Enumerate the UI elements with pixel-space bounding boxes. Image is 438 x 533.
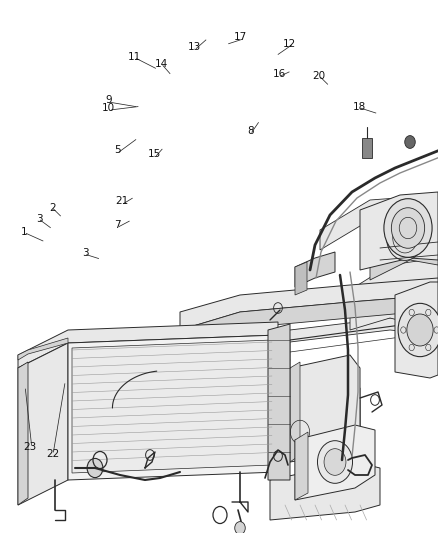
- Text: 5: 5: [114, 146, 121, 155]
- Circle shape: [407, 314, 433, 346]
- Polygon shape: [180, 278, 438, 330]
- Text: 14: 14: [155, 59, 168, 69]
- Text: 3: 3: [82, 248, 89, 258]
- Polygon shape: [395, 282, 438, 378]
- Polygon shape: [148, 373, 158, 455]
- Polygon shape: [295, 252, 335, 287]
- Text: 12: 12: [283, 39, 296, 49]
- Text: 2: 2: [49, 203, 56, 213]
- Text: 17: 17: [233, 33, 247, 42]
- Polygon shape: [295, 262, 307, 295]
- Text: 15: 15: [148, 149, 161, 158]
- Polygon shape: [360, 192, 438, 270]
- Circle shape: [405, 135, 415, 148]
- Circle shape: [384, 199, 432, 257]
- Circle shape: [398, 303, 438, 357]
- Text: 3: 3: [36, 214, 43, 223]
- Circle shape: [318, 441, 353, 483]
- Text: 13: 13: [188, 42, 201, 52]
- Text: 23: 23: [23, 442, 36, 451]
- Polygon shape: [295, 432, 308, 500]
- Polygon shape: [290, 362, 300, 462]
- Circle shape: [387, 216, 424, 261]
- Polygon shape: [18, 362, 28, 505]
- Polygon shape: [148, 318, 438, 393]
- Polygon shape: [370, 215, 438, 280]
- Polygon shape: [320, 195, 438, 250]
- Polygon shape: [18, 322, 278, 368]
- Text: 20: 20: [312, 71, 325, 80]
- Circle shape: [324, 449, 346, 475]
- Text: 11: 11: [128, 52, 141, 62]
- Polygon shape: [18, 343, 68, 505]
- Polygon shape: [290, 355, 360, 462]
- Polygon shape: [255, 400, 360, 465]
- Text: 7: 7: [114, 220, 121, 230]
- Text: 16: 16: [273, 69, 286, 78]
- Polygon shape: [72, 340, 272, 473]
- Text: 8: 8: [247, 126, 254, 135]
- Text: 22: 22: [46, 449, 59, 459]
- Polygon shape: [350, 258, 438, 330]
- Text: 10: 10: [102, 103, 115, 113]
- Polygon shape: [180, 295, 438, 345]
- Polygon shape: [68, 335, 278, 480]
- Circle shape: [235, 522, 245, 533]
- Text: 1: 1: [21, 227, 28, 237]
- Polygon shape: [268, 324, 290, 480]
- Polygon shape: [240, 414, 250, 468]
- Polygon shape: [148, 365, 180, 455]
- Circle shape: [392, 208, 425, 248]
- Polygon shape: [18, 338, 68, 360]
- Polygon shape: [295, 425, 375, 500]
- Polygon shape: [240, 388, 360, 468]
- Circle shape: [87, 458, 103, 478]
- Text: 9: 9: [105, 95, 112, 105]
- Polygon shape: [270, 462, 380, 520]
- Polygon shape: [148, 342, 290, 425]
- Circle shape: [283, 412, 317, 453]
- Bar: [362, 139, 372, 158]
- Text: 18: 18: [353, 102, 366, 111]
- Text: 21: 21: [115, 197, 128, 206]
